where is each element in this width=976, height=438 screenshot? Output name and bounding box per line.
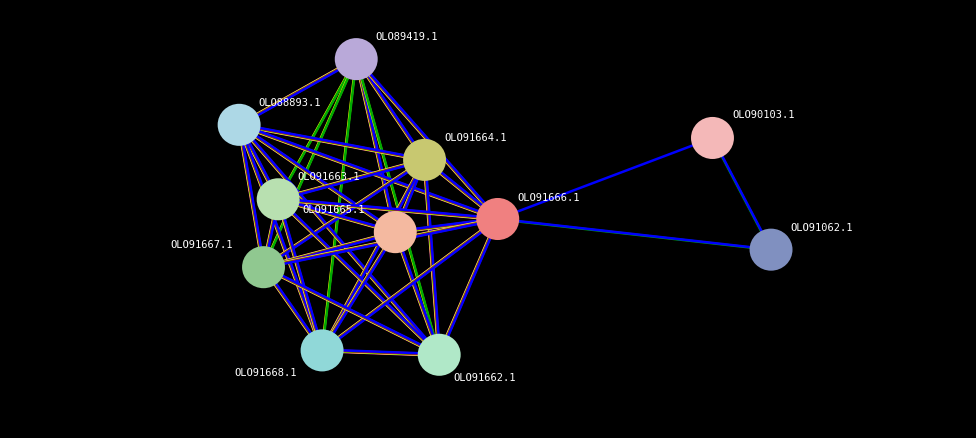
Text: OLO91662.1: OLO91662.1 [454, 373, 516, 382]
Ellipse shape [218, 104, 261, 146]
Ellipse shape [476, 198, 519, 240]
Text: OLO89419.1: OLO89419.1 [376, 32, 438, 42]
Text: OLO91668.1: OLO91668.1 [234, 368, 297, 378]
Ellipse shape [403, 139, 446, 181]
Ellipse shape [257, 178, 300, 220]
Text: OLO88893.1: OLO88893.1 [259, 98, 321, 108]
Ellipse shape [335, 38, 378, 80]
Text: OLO91062.1: OLO91062.1 [791, 223, 853, 233]
Text: OLO91665.1: OLO91665.1 [303, 205, 365, 215]
Ellipse shape [374, 211, 417, 253]
Ellipse shape [242, 246, 285, 288]
Ellipse shape [750, 229, 793, 271]
Ellipse shape [301, 329, 344, 371]
Text: OLO91666.1: OLO91666.1 [517, 193, 580, 203]
Text: OLO90103.1: OLO90103.1 [732, 110, 794, 120]
Text: OLO91667.1: OLO91667.1 [171, 240, 233, 250]
Ellipse shape [418, 334, 461, 376]
Text: OLO91663.1: OLO91663.1 [298, 173, 360, 182]
Ellipse shape [691, 117, 734, 159]
Text: OLO91664.1: OLO91664.1 [444, 133, 507, 143]
